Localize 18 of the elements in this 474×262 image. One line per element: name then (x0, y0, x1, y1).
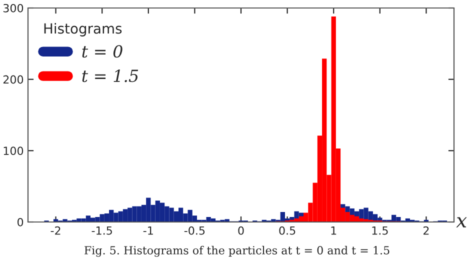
y-tick-label: 300 (3, 4, 24, 12)
y-tick-label: 200 (3, 75, 24, 84)
x-tick-label: -0.5 (184, 226, 205, 235)
x-tick-label: -2 (50, 226, 60, 235)
legend-title: Histograms (44, 23, 122, 36)
legend-label: t = 0 (82, 45, 122, 58)
caption: Fig. 5. Histograms of the particles at t = 0 and t = 1.5 (84, 246, 390, 257)
x-tick-label: -1.5 (92, 226, 112, 235)
x-tick-label: -1 (143, 226, 153, 235)
x-tick-label: 0 (238, 226, 244, 235)
y-tick-label: 100 (4, 146, 24, 156)
x-tick-label: 1 (331, 226, 336, 235)
x-tick-label: 2 (423, 226, 429, 235)
legend-label: t = 1.5 (82, 70, 138, 82)
x-tick-label: 1.5 (372, 226, 388, 235)
y-tick-label: 0 (17, 218, 24, 226)
x-tick-label: 0.5 (279, 226, 296, 235)
x-axis-title: x (456, 217, 467, 228)
